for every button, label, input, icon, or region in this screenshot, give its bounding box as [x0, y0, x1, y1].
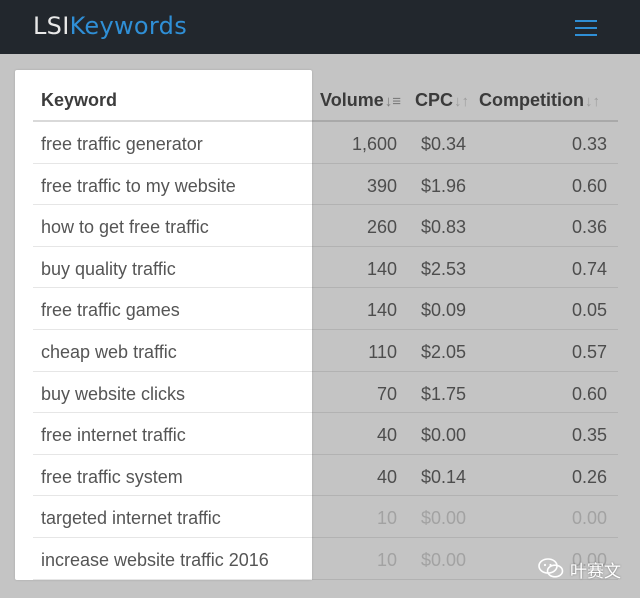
cell-volume: 390 [366, 175, 397, 196]
cell-volume: 260 [366, 217, 397, 238]
cell-keyword: cheap web traffic [41, 341, 177, 362]
cell-keyword: buy website clicks [41, 383, 186, 404]
table-row[interactable]: free traffic system [33, 455, 312, 497]
column-header-volume[interactable]: Volume↓≡ [320, 90, 401, 111]
table-row[interactable]: free traffic generator [33, 122, 312, 164]
sort-icon[interactable]: ↓↑ [454, 93, 469, 110]
table-row[interactable]: how to get free traffic [33, 205, 312, 247]
table-row[interactable]: free traffic to my website [33, 164, 312, 206]
cell-cpc: $1.96 [420, 175, 466, 196]
watermark-text: 叶赛文 [570, 562, 621, 582]
cell-cpc: $2.53 [420, 258, 466, 279]
cell-competition: 0.35 [571, 425, 607, 446]
highlight-header-keyword: Keyword [41, 90, 118, 110]
cell-keyword: targeted internet traffic [41, 508, 221, 529]
table-row[interactable]: free internet traffic [33, 413, 312, 455]
cell-competition: 0.00 [571, 508, 607, 529]
watermark: 叶赛文 [538, 556, 628, 582]
cell-cpc: $0.14 [420, 466, 466, 487]
cell-competition: 0.05 [571, 300, 607, 321]
table-row[interactable]: targeted internet traffic [33, 496, 312, 538]
cell-volume: 40 [376, 466, 397, 487]
cell-volume: 70 [376, 383, 397, 404]
cell-competition: 0.36 [571, 217, 607, 238]
highlight-header: Keyword [33, 70, 312, 122]
cell-competition: 0.00 [571, 549, 607, 570]
cell-competition: 0.26 [571, 466, 607, 487]
cell-keyword: free traffic to my website [41, 175, 236, 196]
column-header-competition-label: Competition [479, 90, 584, 110]
cell-keyword: free traffic generator [41, 134, 203, 154]
cell-cpc: $0.34 [420, 134, 466, 154]
cell-volume: 10 [376, 549, 397, 570]
brand-logo[interactable]: LSIKeywords [33, 12, 187, 40]
cell-competition: 0.57 [571, 341, 607, 362]
table-row[interactable]: increase website traffic 2016 [33, 538, 312, 580]
highlight-body: free traffic generator free traffic to my… [33, 122, 312, 580]
column-header-volume-label: Volume [320, 90, 384, 110]
sort-desc-icon[interactable]: ↓≡ [384, 93, 401, 110]
cell-keyword: free traffic system [41, 466, 183, 487]
cell-keyword: how to get free traffic [41, 217, 209, 238]
cell-volume: 10 [376, 508, 397, 529]
wechat-icon [538, 558, 564, 578]
keyword-column-highlight: Keyword free traffic generator free traff… [15, 70, 312, 580]
cell-volume: 40 [376, 425, 397, 446]
sort-icon[interactable]: ↓↑ [585, 93, 600, 110]
cell-competition: 0.60 [571, 383, 607, 404]
top-navbar: LSIKeywords [0, 0, 640, 54]
cell-volume: 140 [366, 258, 397, 279]
table-row[interactable]: free traffic games [33, 288, 312, 330]
cell-keyword: free traffic games [41, 300, 180, 321]
cell-cpc: $0.09 [420, 300, 466, 321]
column-header-competition[interactable]: Competition↓↑ [479, 90, 600, 111]
cell-volume: 110 [368, 341, 397, 362]
cell-keyword: free internet traffic [41, 425, 186, 446]
table-row[interactable]: cheap web traffic [33, 330, 312, 372]
cell-cpc: $0.00 [420, 508, 466, 529]
cell-competition: 0.74 [571, 258, 607, 279]
cell-volume: 140 [366, 300, 397, 321]
brand-keywords: Keywords [69, 12, 188, 40]
cell-cpc: $1.75 [420, 383, 466, 404]
cell-cpc: $0.83 [420, 217, 466, 238]
highlight-inner: Keyword free traffic generator free traff… [33, 70, 312, 580]
cell-keyword: increase website traffic 2016 [41, 549, 269, 570]
column-header-cpc[interactable]: CPC↓↑ [415, 90, 469, 111]
table-row[interactable]: buy website clicks [33, 372, 312, 414]
column-header-cpc-label: CPC [414, 90, 453, 110]
cell-competition: 0.33 [571, 134, 607, 154]
cell-keyword: buy quality traffic [41, 258, 176, 279]
table-row[interactable]: buy quality traffic [33, 247, 312, 289]
cell-cpc: $2.05 [420, 341, 466, 362]
hamburger-menu-icon[interactable] [568, 14, 604, 42]
cell-cpc: $0.00 [420, 549, 466, 570]
cell-volume: 1,600 [351, 134, 397, 154]
brand-lsi: LSI [33, 12, 70, 40]
cell-cpc: $0.00 [420, 425, 466, 446]
cell-competition: 0.60 [571, 175, 607, 196]
